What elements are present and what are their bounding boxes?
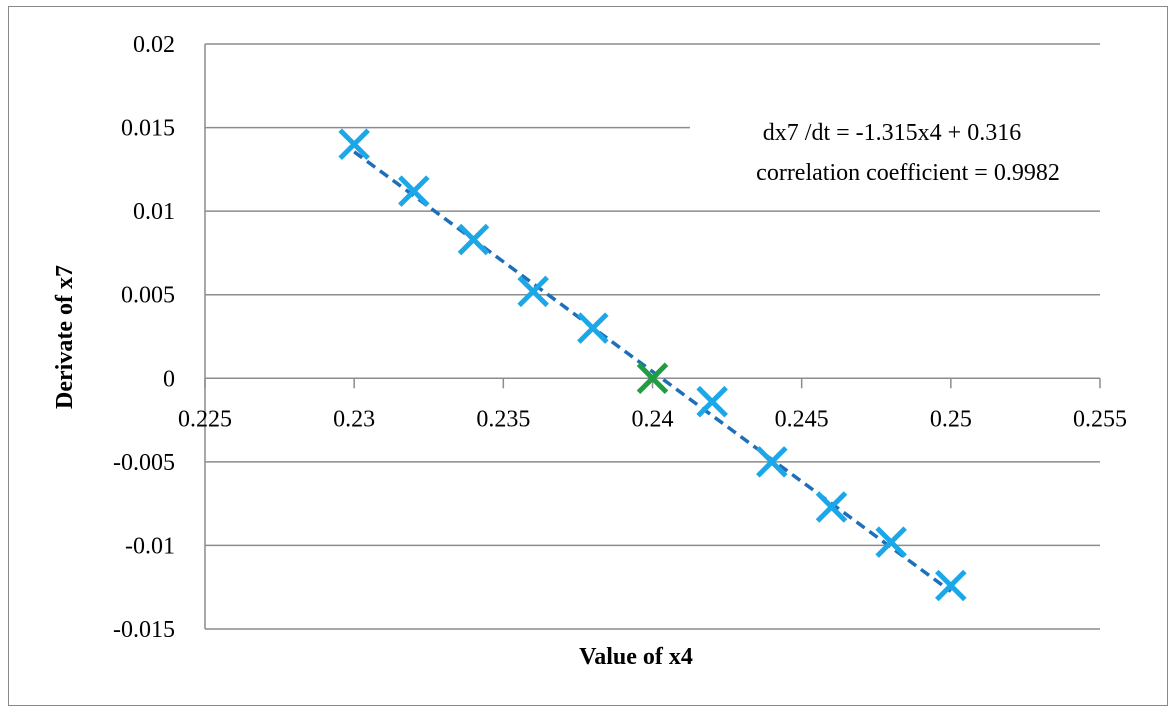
marker-stroke	[457, 223, 490, 256]
y-tick-label: -0.005	[113, 450, 175, 476]
x-tick-label: 0.23	[333, 406, 375, 432]
marker-stroke	[398, 175, 430, 207]
trendline-group	[353, 150, 952, 593]
data-point-marker	[398, 175, 430, 207]
x-tick-label: 0.245	[775, 406, 829, 432]
marker-stroke	[756, 446, 788, 478]
data-point-marker	[756, 446, 788, 478]
data-point-marker	[457, 223, 490, 256]
marker-stroke	[517, 275, 549, 308]
y-tick-label: 0.01	[133, 199, 175, 225]
data-point-marker	[815, 491, 848, 523]
x-axis: 0.225 0.23 0.235 0.24 0.245 0.25 0.255	[178, 378, 1127, 432]
y-tick-label: 0.02	[133, 32, 175, 58]
marker-stroke	[696, 385, 728, 418]
trendline	[353, 150, 952, 593]
marker-stroke	[815, 491, 848, 523]
x-tick-label: 0.255	[1073, 406, 1127, 432]
x-tick-label: 0.25	[930, 406, 972, 432]
chart-frame	[8, 6, 1168, 706]
data-point-marker	[935, 569, 967, 602]
marker-stroke	[935, 569, 967, 602]
correlation-annotation: correlation coefficient = 0.9982	[756, 160, 1060, 186]
marker-stroke	[338, 128, 370, 161]
y-tick-label: -0.01	[125, 533, 175, 559]
marker-stroke	[875, 526, 907, 558]
y-tick-label: 0	[163, 366, 175, 392]
y-tick-label: -0.015	[113, 617, 175, 643]
marker-stroke	[636, 362, 669, 395]
data-point-marker	[338, 128, 370, 161]
x-tick-label: 0.235	[476, 406, 530, 432]
y-tick-label: 0.005	[121, 283, 175, 309]
equation-annotation: dx7 /dt = -1.315x4 + 0.316	[763, 120, 1021, 146]
data-point-marker	[696, 385, 728, 418]
x-tick-label: 0.24	[632, 406, 674, 432]
data-point-marker	[636, 362, 669, 395]
marker-stroke	[577, 312, 609, 344]
y-tick-label: 0.015	[121, 116, 175, 142]
data-point-marker	[517, 275, 549, 308]
data-point-marker	[577, 312, 609, 344]
data-points	[338, 128, 967, 602]
y-tick-labels: 0.02 0.015 0.01 0.005 0 -0.005 -0.01 -0.015	[113, 32, 175, 643]
y-axis-title: Derivate of x7	[52, 265, 78, 409]
data-point-marker	[875, 526, 907, 558]
annotation-background	[690, 112, 1120, 192]
x-tick-label: 0.225	[178, 406, 232, 432]
x-axis-title: Value of x4	[579, 644, 693, 670]
